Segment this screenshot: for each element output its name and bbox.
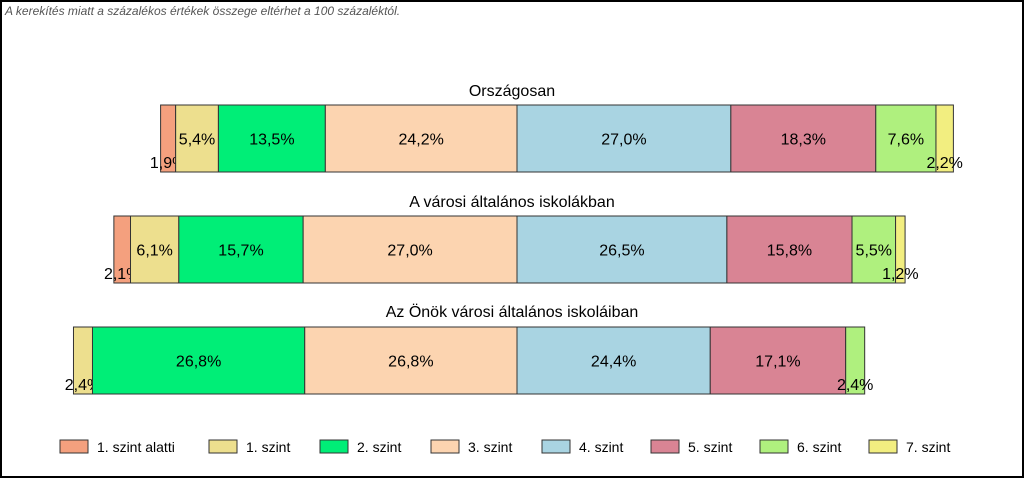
data-label: 2,2% bbox=[926, 155, 962, 172]
bar-segment-1-szint bbox=[130, 215, 180, 284]
legend-swatch-1-szint-alatti bbox=[59, 439, 89, 454]
bar-segment-7-szint bbox=[895, 215, 906, 284]
data-label: 5,4% bbox=[179, 132, 215, 149]
data-label: 26,8% bbox=[176, 354, 221, 371]
bar-segment-4-szint bbox=[516, 215, 728, 284]
bar-segment-5-szint bbox=[726, 215, 853, 284]
bar-segment-5-szint bbox=[730, 104, 877, 173]
legend-label: 4. szint bbox=[579, 439, 623, 455]
data-label: 24,4% bbox=[591, 354, 636, 371]
group-title: Országosan bbox=[469, 83, 555, 100]
legend-label: 1. szint alatti bbox=[97, 439, 175, 455]
group-title: A városi általános iskolákban bbox=[409, 194, 614, 211]
legend-label: 7. szint bbox=[906, 439, 950, 455]
data-label: 26,5% bbox=[599, 243, 644, 260]
data-label: 18,3% bbox=[781, 132, 826, 149]
bar-segment-2-szint bbox=[91, 326, 306, 395]
data-label: 27,0% bbox=[601, 132, 646, 149]
bar-segment-3-szint bbox=[304, 326, 518, 395]
group-title: Az Önök városi általános iskoláiban bbox=[386, 303, 639, 321]
legend-swatch-5-szint bbox=[650, 439, 680, 454]
data-label: 26,8% bbox=[388, 354, 433, 371]
data-label: 15,7% bbox=[218, 243, 263, 260]
bar-segment-5-szint bbox=[709, 326, 847, 395]
bar-segment-4-szint bbox=[516, 326, 711, 395]
bar-segment-2-szint bbox=[217, 104, 326, 173]
bar-segment-1-szint bbox=[175, 104, 219, 173]
data-label: 7,6% bbox=[888, 132, 924, 149]
legend-swatch-7-szint bbox=[868, 439, 898, 454]
data-label: 17,1% bbox=[755, 354, 800, 371]
bar-segment-7-szint bbox=[935, 104, 954, 173]
legend-label: 6. szint bbox=[797, 439, 841, 455]
bar-segment-2-szint bbox=[178, 215, 304, 284]
legend-swatch-3-szint bbox=[430, 439, 460, 454]
data-label: 27,0% bbox=[387, 243, 432, 260]
data-label: 6,1% bbox=[136, 243, 172, 260]
data-label: 1,2% bbox=[882, 266, 918, 283]
bar-segment-6-szint bbox=[875, 104, 937, 173]
data-label: 2,4% bbox=[837, 377, 873, 394]
legend-swatch-1-szint bbox=[208, 439, 238, 454]
legend-label: 1. szint bbox=[246, 439, 290, 455]
legend-swatch-2-szint bbox=[319, 439, 349, 454]
legend-label: 5. szint bbox=[688, 439, 732, 455]
rounding-note: A kerekítés miatt a százalékos értékek ö… bbox=[5, 4, 401, 18]
legend-label: 2. szint bbox=[357, 439, 401, 455]
bar-segment-4-szint bbox=[516, 104, 732, 173]
bar-segment-6-szint bbox=[851, 215, 897, 284]
legend-swatch-6-szint bbox=[759, 439, 789, 454]
legend-swatch-4-szint bbox=[541, 439, 571, 454]
bar-segment-3-szint bbox=[302, 215, 518, 284]
legend-label: 3. szint bbox=[468, 439, 512, 455]
data-label: 5,5% bbox=[856, 243, 892, 260]
data-label: 15,8% bbox=[767, 243, 812, 260]
data-label: 13,5% bbox=[249, 132, 294, 149]
data-label: 24,2% bbox=[398, 132, 443, 149]
bar-segment-6-szint bbox=[845, 326, 866, 395]
